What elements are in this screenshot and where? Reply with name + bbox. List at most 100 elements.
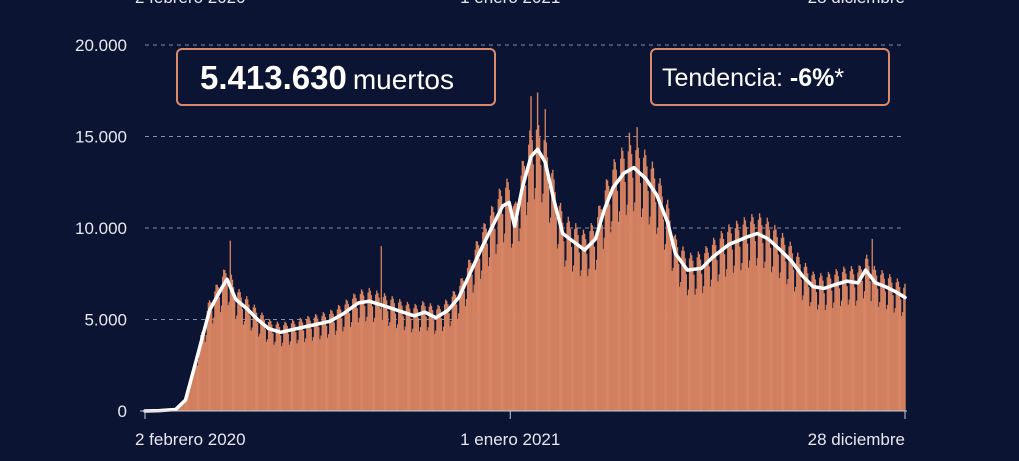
daily-bar [217, 287, 219, 412]
daily-bar [390, 299, 392, 412]
daily-bar [595, 259, 598, 412]
daily-bar [607, 185, 610, 412]
daily-bar [811, 275, 813, 412]
x-tick-label: 2 febrero 2020 [135, 430, 246, 449]
daily-bar [708, 266, 710, 412]
daily-bar [378, 297, 380, 412]
daily-bar [694, 294, 696, 412]
daily-bar [259, 333, 261, 412]
daily-bar [754, 241, 756, 412]
x-tick-label-top: 2 febrero 2020 [135, 0, 246, 7]
daily-bar [712, 237, 715, 412]
daily-bar [510, 247, 513, 412]
daily-bar [820, 272, 822, 412]
daily-bar [819, 277, 821, 412]
daily-bar [831, 290, 833, 412]
daily-bar [463, 290, 466, 412]
daily-bar [446, 300, 448, 412]
daily-bar [640, 216, 643, 412]
daily-bar [337, 304, 340, 412]
daily-bar [894, 308, 896, 412]
daily-bar [295, 332, 297, 412]
daily-bar [553, 179, 555, 412]
x-tick-label: 1 enero 2021 [460, 430, 560, 449]
daily-bar [475, 241, 478, 412]
daily-bar [241, 308, 244, 412]
daily-bar [372, 321, 375, 412]
daily-bar [860, 269, 862, 412]
daily-bar [689, 252, 692, 412]
daily-bar [814, 279, 817, 412]
daily-bar [322, 312, 324, 412]
daily-bar [598, 205, 600, 412]
daily-bar [743, 217, 745, 412]
daily-bar [429, 303, 432, 412]
daily-bar [899, 299, 902, 412]
daily-bar [558, 205, 561, 412]
daily-bar [668, 208, 670, 412]
daily-bar [488, 257, 491, 412]
daily-bar [727, 231, 729, 412]
daily-bar [822, 280, 824, 412]
daily-bar [717, 281, 719, 412]
daily-bar [293, 321, 295, 412]
daily-bar [728, 224, 730, 412]
daily-bar [854, 287, 856, 412]
daily-bar [345, 299, 347, 412]
daily-bar [582, 229, 585, 412]
daily-bar [707, 252, 709, 412]
daily-bar [838, 288, 841, 412]
daily-bar [796, 256, 798, 412]
daily-bar [505, 187, 507, 412]
daily-bar [392, 298, 394, 412]
daily-bar [609, 204, 611, 412]
daily-bar [742, 224, 744, 412]
daily-bar [569, 228, 572, 412]
daily-bar [431, 310, 434, 412]
daily-bar [881, 270, 883, 412]
daily-bar [280, 346, 283, 412]
daily-bar [583, 233, 586, 412]
daily-bar [204, 341, 206, 412]
daily-bar [436, 309, 438, 412]
daily-bar [525, 215, 528, 412]
daily-bar [669, 220, 671, 412]
daily-bar [602, 248, 604, 412]
daily-bar [703, 286, 705, 412]
daily-bar [501, 214, 504, 412]
daily-bar [613, 159, 615, 412]
daily-bar [756, 258, 759, 412]
y-axis-ticks: 0 5.000 10.000 15.000 20.000 [75, 36, 127, 421]
daily-bar [699, 259, 702, 412]
daily-bar [627, 151, 630, 412]
daily-bar [757, 219, 760, 412]
daily-bar [396, 324, 399, 412]
daily-bar [229, 240, 231, 412]
daily-bar [237, 292, 239, 412]
daily-bar [855, 305, 857, 412]
daily-bar [437, 304, 439, 412]
daily-bar [752, 217, 754, 412]
daily-bar [671, 270, 673, 412]
daily-bar [591, 225, 593, 412]
daily-bar [730, 233, 732, 412]
daily-bar [387, 311, 389, 412]
daily-bar [546, 157, 549, 412]
daily-bar [588, 268, 590, 412]
daily-bar [238, 288, 240, 412]
daily-bar [747, 267, 750, 412]
daily-bar [663, 249, 666, 412]
daily-bar [328, 333, 330, 412]
daily-bar [484, 224, 486, 412]
daily-bar [303, 341, 306, 412]
daily-bar [300, 319, 303, 412]
daily-bar [719, 238, 721, 412]
daily-bar [299, 317, 301, 412]
daily-bar [420, 305, 423, 412]
daily-bar [258, 336, 260, 412]
daily-bar [516, 203, 518, 412]
daily-bar [489, 215, 492, 412]
daily-bar [688, 258, 691, 412]
daily-bar [729, 227, 731, 412]
daily-bar [298, 321, 300, 412]
